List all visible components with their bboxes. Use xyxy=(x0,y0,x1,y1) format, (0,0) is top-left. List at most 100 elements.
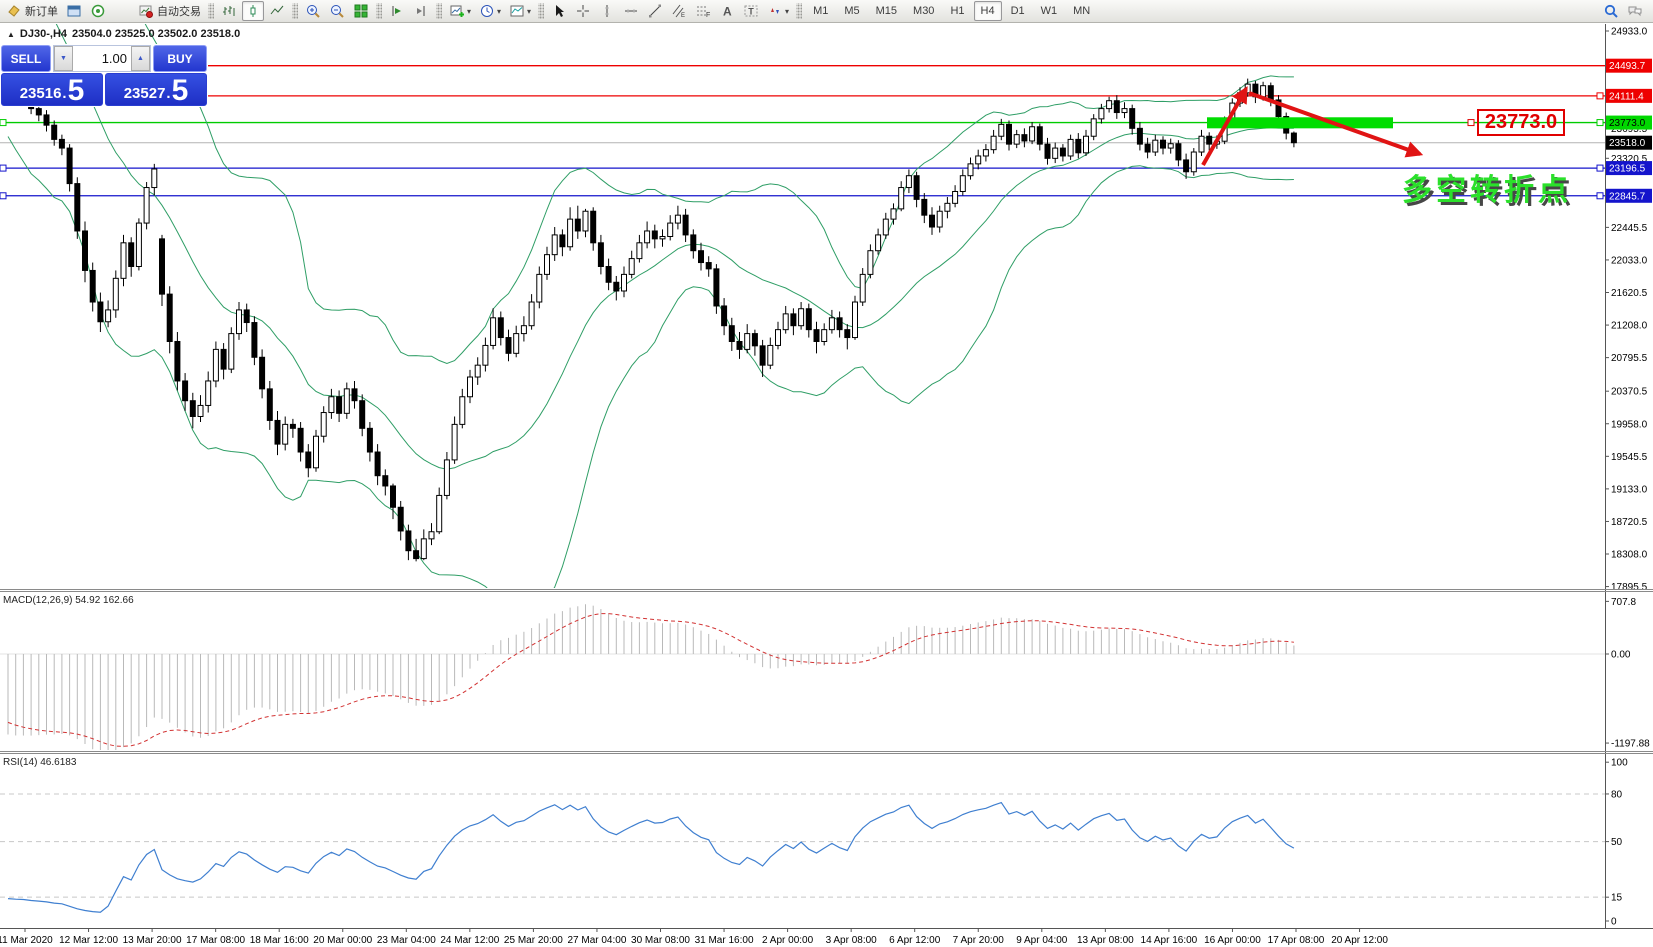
cursor-button[interactable] xyxy=(548,1,570,21)
tile-windows-button[interactable] xyxy=(350,1,372,21)
one-click-trading-panel: SELL ▼ ▲ BUY 23516.5 23527.5 xyxy=(0,44,208,107)
tf-h4-label: H4 xyxy=(980,5,995,17)
new-chart-button[interactable]: ▾ xyxy=(446,1,474,21)
price-axis-label: 23695.5 xyxy=(1611,124,1648,135)
sell-price[interactable]: 23516. 5 xyxy=(1,73,103,106)
chat-icon xyxy=(1627,3,1643,19)
line-handle[interactable] xyxy=(1596,119,1604,127)
line-handle[interactable] xyxy=(0,192,7,200)
svg-text:T: T xyxy=(748,7,754,17)
bar-chart-button[interactable] xyxy=(218,1,240,21)
fibo-icon: F xyxy=(695,3,711,19)
price-callout-box[interactable]: 23773.0 xyxy=(1477,109,1565,136)
symbol-collapse-icon[interactable]: ▲ xyxy=(7,29,15,39)
price-axis-label: 23320.5 xyxy=(1611,154,1648,165)
tf-mn-label: MN xyxy=(1073,5,1091,17)
time-axis-label: 17 Apr 08:00 xyxy=(1268,935,1325,946)
trend-arrow-down[interactable] xyxy=(1248,91,1424,158)
macd-signal-line xyxy=(7,613,1294,747)
arrows-button[interactable]: ▾ xyxy=(764,1,792,21)
vertical-line-button[interactable] xyxy=(596,1,618,21)
volume-decrease-button[interactable]: ▼ xyxy=(54,46,73,71)
time-axis-label: 6 Apr 12:00 xyxy=(889,935,941,946)
indicators-template-button[interactable]: ▾ xyxy=(506,1,534,21)
line-handle[interactable] xyxy=(0,164,7,172)
level-price-tag xyxy=(1606,88,1652,103)
price-axis-label: 21208.0 xyxy=(1611,321,1648,332)
line-handle[interactable] xyxy=(0,119,7,127)
new-order-label: 新订单 xyxy=(25,6,58,18)
rsi-scale-label: 100 xyxy=(1611,758,1628,769)
tf-h4-button[interactable]: H4 xyxy=(973,1,1002,21)
candlesticks xyxy=(5,74,1297,562)
symbol-title: DJ30-,H4 xyxy=(19,28,67,40)
navigator-button[interactable] xyxy=(87,1,109,21)
autotrading-label: 自动交易 xyxy=(157,6,201,18)
tf-m15-button[interactable]: M15 xyxy=(869,1,904,21)
tf-h1-button[interactable]: H1 xyxy=(943,1,971,21)
key-level-highlight-bar[interactable] xyxy=(1207,117,1393,129)
sell-price-dot: . xyxy=(62,85,67,102)
auto-scroll-button[interactable] xyxy=(386,1,408,21)
buy-price[interactable]: 23527. 5 xyxy=(105,73,207,106)
svg-text:23773.0: 23773.0 xyxy=(1609,118,1646,129)
horizontal-line-button[interactable] xyxy=(620,1,642,21)
zoom-out-button[interactable] xyxy=(326,1,348,21)
tf-w1-button[interactable]: W1 xyxy=(1034,1,1065,21)
level-price-tag xyxy=(1606,161,1652,176)
equidistant-channel-button[interactable]: E xyxy=(668,1,690,21)
new-chart-icon xyxy=(449,3,465,19)
volume-input[interactable] xyxy=(73,46,131,71)
trend-arrow-up[interactable] xyxy=(1201,86,1248,166)
zoom-in-button[interactable] xyxy=(302,1,324,21)
fibonacci-button[interactable]: F xyxy=(692,1,714,21)
chart-shift-button[interactable] xyxy=(410,1,432,21)
price-axis-label: 22445.5 xyxy=(1611,223,1648,234)
trendline-icon xyxy=(647,3,663,19)
macd-pane[interactable]: 707.8 0.00 -1197.88 xyxy=(0,597,1650,755)
tf-m15-label: M15 xyxy=(875,5,898,17)
buy-price-frac: 5 xyxy=(171,74,189,107)
vline-icon xyxy=(599,3,615,19)
rsi-scale-label: 0 xyxy=(1611,917,1617,928)
clock-icon xyxy=(479,3,495,19)
autotrading-button[interactable]: 自动交易 xyxy=(135,1,204,21)
line-handle[interactable] xyxy=(1596,164,1604,172)
svg-text:23196.5: 23196.5 xyxy=(1609,164,1646,175)
market-watch-button[interactable] xyxy=(63,1,85,21)
main-pane[interactable]: 24933.0 23695.5 23320.5 22445.5 22033.0 21620… xyxy=(0,23,1652,604)
tf-mn-button[interactable]: MN xyxy=(1066,1,1097,21)
callout-handle[interactable] xyxy=(1467,119,1475,127)
periods-button[interactable]: ▾ xyxy=(476,1,504,21)
volume-increase-button[interactable]: ▲ xyxy=(131,46,150,71)
trendline-button[interactable] xyxy=(644,1,666,21)
tf-m30-label: M30 xyxy=(913,5,935,17)
signals-button[interactable] xyxy=(111,1,133,21)
search-icon xyxy=(1603,3,1619,19)
crosshair-button[interactable] xyxy=(572,1,594,21)
search-button[interactable] xyxy=(1600,1,1622,21)
tf-d1-button[interactable]: D1 xyxy=(1004,1,1032,21)
candlestick-chart-button[interactable] xyxy=(242,1,264,21)
rsi-pane[interactable]: 100 80 50 15 0 xyxy=(0,758,1628,928)
turning-point-annotation[interactable]: 多空转折点 xyxy=(1402,174,1572,207)
tf-m30-button[interactable]: M30 xyxy=(906,1,941,21)
buy-button[interactable]: BUY xyxy=(153,45,207,72)
new-order-button[interactable]: 新订单 xyxy=(3,1,61,21)
tf-m1-button[interactable]: M1 xyxy=(806,1,835,21)
time-axis-label: 13 Apr 08:00 xyxy=(1077,935,1134,946)
text-label-button[interactable]: T xyxy=(740,1,762,21)
time-axis-label: 14 Apr 16:00 xyxy=(1141,935,1198,946)
line-handle[interactable] xyxy=(1596,92,1604,100)
tf-m5-button[interactable]: M5 xyxy=(837,1,866,21)
line-handle[interactable] xyxy=(1596,192,1604,200)
time-axis-label: 20 Mar 00:00 xyxy=(313,935,372,946)
line-chart-button[interactable] xyxy=(266,1,288,21)
label-icon: T xyxy=(743,3,759,19)
sell-button[interactable]: SELL xyxy=(1,45,51,72)
tf-w1-label: W1 xyxy=(1040,5,1058,17)
text-button[interactable]: A xyxy=(716,1,738,21)
community-chat-button[interactable] xyxy=(1624,1,1646,21)
chart-canvas[interactable]: 100 80 50 15 0 707.8 0.00 -1197.88 24933.0 23695.… xyxy=(0,23,1653,947)
arrows-icon xyxy=(767,3,783,19)
